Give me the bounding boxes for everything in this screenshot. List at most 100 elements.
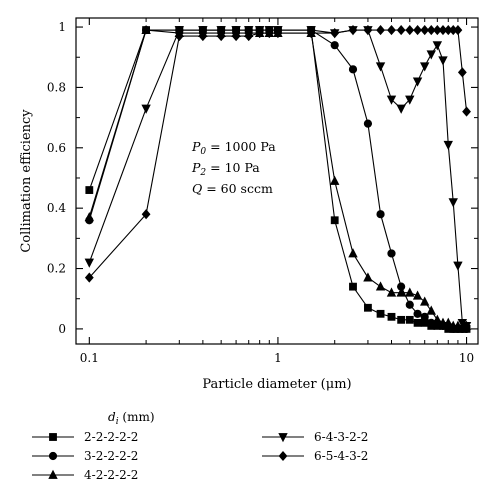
- data-point-6-4-3-2-2: [231, 26, 241, 36]
- x-tick-label: 1: [274, 351, 282, 365]
- data-point-2-2-2-2-2: [413, 318, 422, 327]
- series-line-2-2-2-2-2: [88, 29, 467, 330]
- plot-frame: [75, 17, 479, 345]
- legend-marker: [48, 451, 58, 461]
- legend-item-6-5-4-3-2: 6-5-4-3-2: [262, 449, 368, 463]
- data-point-6-4-3-2-2: [453, 261, 463, 271]
- data-point-4-2-2-2-2: [396, 287, 406, 297]
- data-point-6-4-3-2-2: [141, 104, 151, 114]
- series-6-4-3-2-2: [84, 26, 472, 332]
- x-tick-label: 0.1: [80, 351, 99, 365]
- data-point-6-5-4-3-2: [330, 28, 340, 39]
- legend-marker: [48, 469, 58, 479]
- data-point-6-5-4-3-2: [198, 31, 208, 42]
- legend-label: 6-5-4-3-2: [314, 449, 368, 463]
- legend-item-3-2-2-2-2: 3-2-2-2-2: [32, 449, 138, 463]
- data-point-6-4-3-2-2: [420, 62, 430, 72]
- data-point-2-2-2-2-2: [376, 309, 385, 318]
- legend-item-4-2-2-2-2: 4-2-2-2-2: [32, 468, 138, 482]
- data-point-6-4-3-2-2: [244, 26, 254, 36]
- data-point-6-5-4-3-2: [426, 25, 436, 36]
- data-point-6-4-3-2-2: [84, 258, 95, 268]
- data-point-3-2-2-2-2: [413, 309, 422, 318]
- legend-title: di (mm): [108, 410, 155, 427]
- data-point-6-4-3-2-2: [432, 41, 443, 51]
- y-tick-label: 0.4: [47, 201, 66, 215]
- data-point-6-4-3-2-2: [396, 104, 406, 114]
- annotation-block: P0 = 1000 Pa P2 = 10 Pa Q = 60 sccm: [191, 139, 276, 196]
- annotation-q: Q = 60 sccm: [192, 181, 273, 196]
- data-point-6-4-3-2-2: [174, 26, 184, 36]
- data-point-6-4-3-2-2: [386, 95, 397, 105]
- annotation-p0: P0 = 1000 Pa: [191, 139, 276, 157]
- data-point-2-2-2-2-2: [330, 216, 339, 225]
- data-point-2-2-2-2-2: [387, 312, 396, 321]
- data-point-4-2-2-2-2: [426, 305, 436, 315]
- data-point-2-2-2-2-2: [364, 303, 372, 312]
- data-point-6-5-4-3-2: [141, 209, 151, 220]
- axis-ticks: 0.1 1 10 0 0.2 0.4 0.6 0.8 1: [47, 18, 478, 365]
- data-point-4-2-2-2-2: [420, 296, 430, 306]
- data-point-4-2-2-2-2: [443, 317, 453, 327]
- data-point-6-5-4-3-2: [244, 31, 254, 42]
- data-point-6-5-4-3-2: [264, 28, 274, 39]
- data-point-4-2-2-2-2: [330, 175, 340, 185]
- data-point-6-5-4-3-2: [405, 25, 415, 36]
- data-point-6-5-4-3-2: [363, 25, 373, 36]
- data-point-6-5-4-3-2: [457, 67, 467, 78]
- series-line-3-2-2-2-2: [88, 29, 467, 330]
- y-tick-label: 0.2: [47, 262, 66, 276]
- legend-items: 2-2-2-2-2 3-2-2-2-2 4-2-2-2-2 6-4-3-2-2 6-5-…: [32, 430, 368, 482]
- data-point-2-2-2-2-2: [349, 282, 357, 291]
- legend: di (mm) 2-2-2-2-2 3-2-2-2-2 4-2-2-2-2 6-4-3…: [32, 410, 368, 482]
- data-point-3-2-2-2-2: [348, 65, 358, 74]
- data-point-6-5-4-3-2: [462, 106, 471, 117]
- series-line-4-2-2-2-2: [88, 29, 467, 327]
- data-point-6-5-4-3-2: [84, 272, 94, 283]
- data-point-6-4-3-2-2: [448, 198, 458, 208]
- legend-item-2-2-2-2-2: 2-2-2-2-2: [32, 430, 138, 444]
- data-point-4-2-2-2-2: [141, 24, 151, 34]
- legend-label: 2-2-2-2-2: [84, 430, 138, 444]
- series-2-2-2-2-2: [85, 26, 471, 333]
- data-point-2-2-2-2-2: [397, 315, 406, 324]
- legend-item-6-4-3-2-2: 6-4-3-2-2: [262, 430, 368, 444]
- data-point-4-2-2-2-2: [363, 272, 373, 282]
- x-axis-title: Particle diameter (μm): [202, 377, 351, 392]
- data-point-6-5-4-3-2: [348, 25, 358, 36]
- data-point-6-4-3-2-2: [405, 95, 415, 105]
- data-point-4-2-2-2-2: [412, 290, 423, 300]
- data-point-6-5-4-3-2: [376, 25, 385, 36]
- y-tick-label: 0: [58, 322, 66, 336]
- series-line-6-5-4-3-2: [88, 29, 468, 278]
- data-point-6-4-3-2-2: [438, 56, 448, 66]
- legend-marker: [49, 433, 57, 441]
- data-point-6-5-4-3-2: [174, 31, 184, 42]
- data-point-6-5-4-3-2: [306, 28, 316, 39]
- data-point-2-2-2-2-2: [85, 186, 94, 194]
- y-tick-label: 0.6: [47, 141, 66, 155]
- data-point-6-4-3-2-2: [443, 140, 453, 151]
- y-axis-title: Collimation efficiency: [19, 109, 34, 253]
- annotation-p2: P2 = 10 Pa: [191, 160, 260, 178]
- data-point-6-4-3-2-2: [412, 77, 423, 87]
- data-point-4-2-2-2-2: [405, 287, 415, 297]
- series-4-2-2-2-2: [84, 24, 472, 330]
- data-point-6-4-3-2-2: [461, 321, 472, 332]
- data-point-4-2-2-2-2: [375, 281, 386, 291]
- data-point-6-5-4-3-2: [413, 25, 422, 36]
- data-point-6-5-4-3-2: [453, 25, 463, 36]
- series-3-2-2-2-2: [85, 25, 471, 334]
- data-point-6-4-3-2-2: [375, 62, 386, 72]
- data-point-4-2-2-2-2: [84, 211, 95, 222]
- data-point-6-5-4-3-2: [255, 28, 265, 39]
- data-point-6-5-4-3-2: [273, 28, 283, 39]
- data-point-4-2-2-2-2: [348, 248, 358, 258]
- data-point-3-2-2-2-2: [363, 119, 373, 128]
- data-point-6-4-3-2-2: [426, 50, 436, 60]
- data-point-4-2-2-2-2: [386, 287, 397, 297]
- legend-label: 3-2-2-2-2: [84, 449, 138, 463]
- data-point-6-5-4-3-2: [396, 25, 406, 36]
- data-point-3-2-2-2-2: [420, 312, 429, 321]
